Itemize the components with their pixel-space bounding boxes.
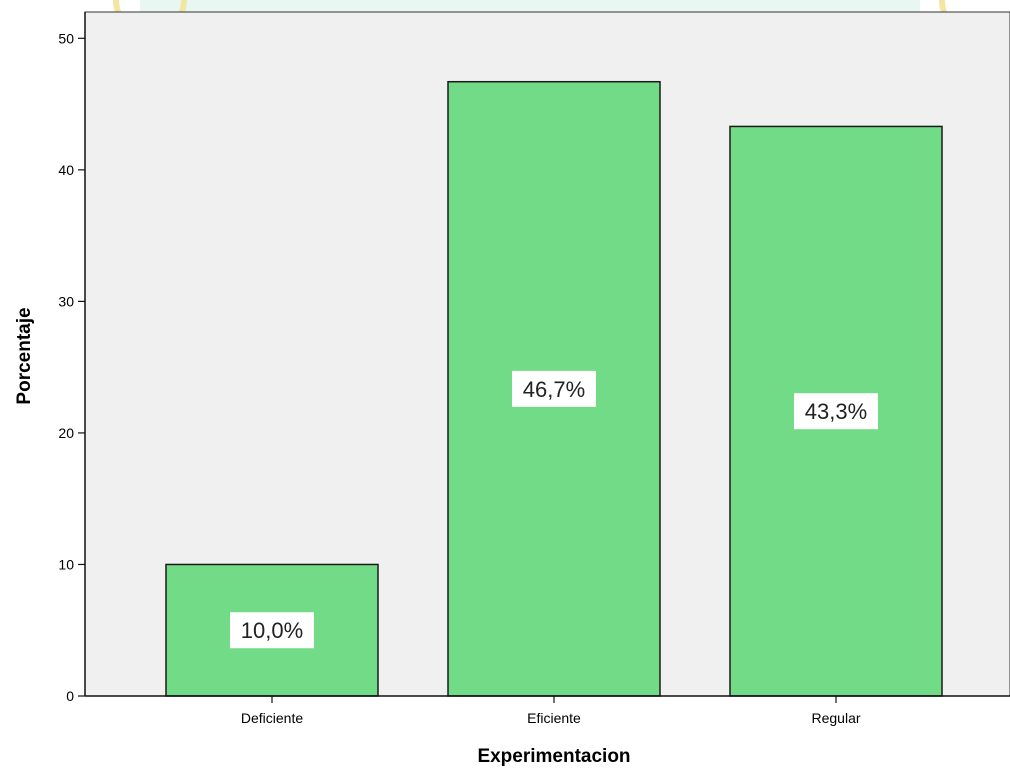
y-tick-label: 20 bbox=[58, 425, 74, 441]
x-axis-title: Experimentacion bbox=[477, 746, 630, 767]
data-label: 43,3% bbox=[805, 399, 867, 424]
watermark-band bbox=[140, 0, 920, 14]
data-label-box bbox=[512, 370, 596, 407]
y-tick-label: 50 bbox=[58, 30, 74, 46]
y-tick-label: 30 bbox=[58, 293, 74, 309]
x-tick-label: Deficiente bbox=[241, 710, 303, 726]
x-axis-ticks: Deficiente Eficiente Regular bbox=[241, 696, 861, 726]
data-label: 10,0% bbox=[241, 618, 303, 643]
y-axis-title: Porcentaje bbox=[14, 307, 35, 404]
y-axis-ticks: 0 10 20 30 40 50 bbox=[58, 30, 85, 704]
x-tick-label: Regular bbox=[811, 710, 860, 726]
data-label: 46,7% bbox=[523, 377, 585, 402]
x-tick-label: Eficiente bbox=[527, 710, 581, 726]
y-tick-label: 0 bbox=[66, 688, 74, 704]
data-label-box bbox=[794, 393, 878, 430]
bars-group: 10,0% 46,7% 43,3% bbox=[165, 80, 943, 697]
y-tick-label: 10 bbox=[58, 556, 74, 572]
y-tick-label: 40 bbox=[58, 162, 74, 178]
data-label-box bbox=[230, 612, 314, 649]
